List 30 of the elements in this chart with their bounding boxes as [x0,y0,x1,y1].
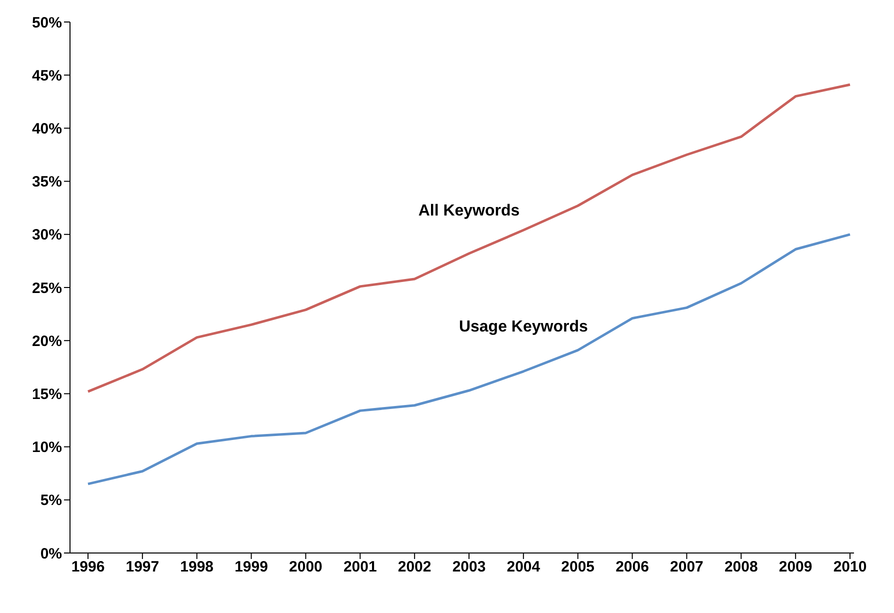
series-label: All Keywords [418,202,520,220]
y-tick-label: 10% [32,439,62,456]
x-tick-label: 2002 [398,558,432,576]
line-series [86,83,852,393]
x-tick-label: 1998 [180,558,214,576]
x-tick-label: 2010 [833,558,867,576]
x-tick-label: 2006 [616,558,649,576]
x-tick-label: 2009 [778,558,812,576]
y-tick-label: 20% [32,332,62,350]
x-tick-label: 2000 [289,558,322,576]
y-tick-label: 30% [32,226,62,244]
y-tick-label: 35% [32,174,62,191]
x-tick-label: 2005 [561,558,595,576]
x-tick-label: 2004 [506,558,541,576]
x-tick-label: 2001 [343,558,377,576]
y-tick-label: 25% [32,280,62,297]
x-tick-label: 2008 [724,558,758,576]
x-tick-label: 1997 [126,558,160,576]
x-tick-label: 2003 [452,558,486,576]
y-tick-label: 0% [40,545,62,562]
x-tick-label: 2007 [670,558,704,576]
y-tick-label: 50% [32,14,62,32]
y-tick-label: 15% [32,386,62,404]
series-label: Usage Keywords [458,318,588,336]
line-series [86,233,852,486]
x-tick-label: 1996 [71,558,105,576]
y-tick-label: 40% [32,120,62,138]
x-tick-label: 1999 [234,558,268,576]
y-tick-label: 5% [40,492,62,510]
y-tick-label: 45% [32,67,62,84]
